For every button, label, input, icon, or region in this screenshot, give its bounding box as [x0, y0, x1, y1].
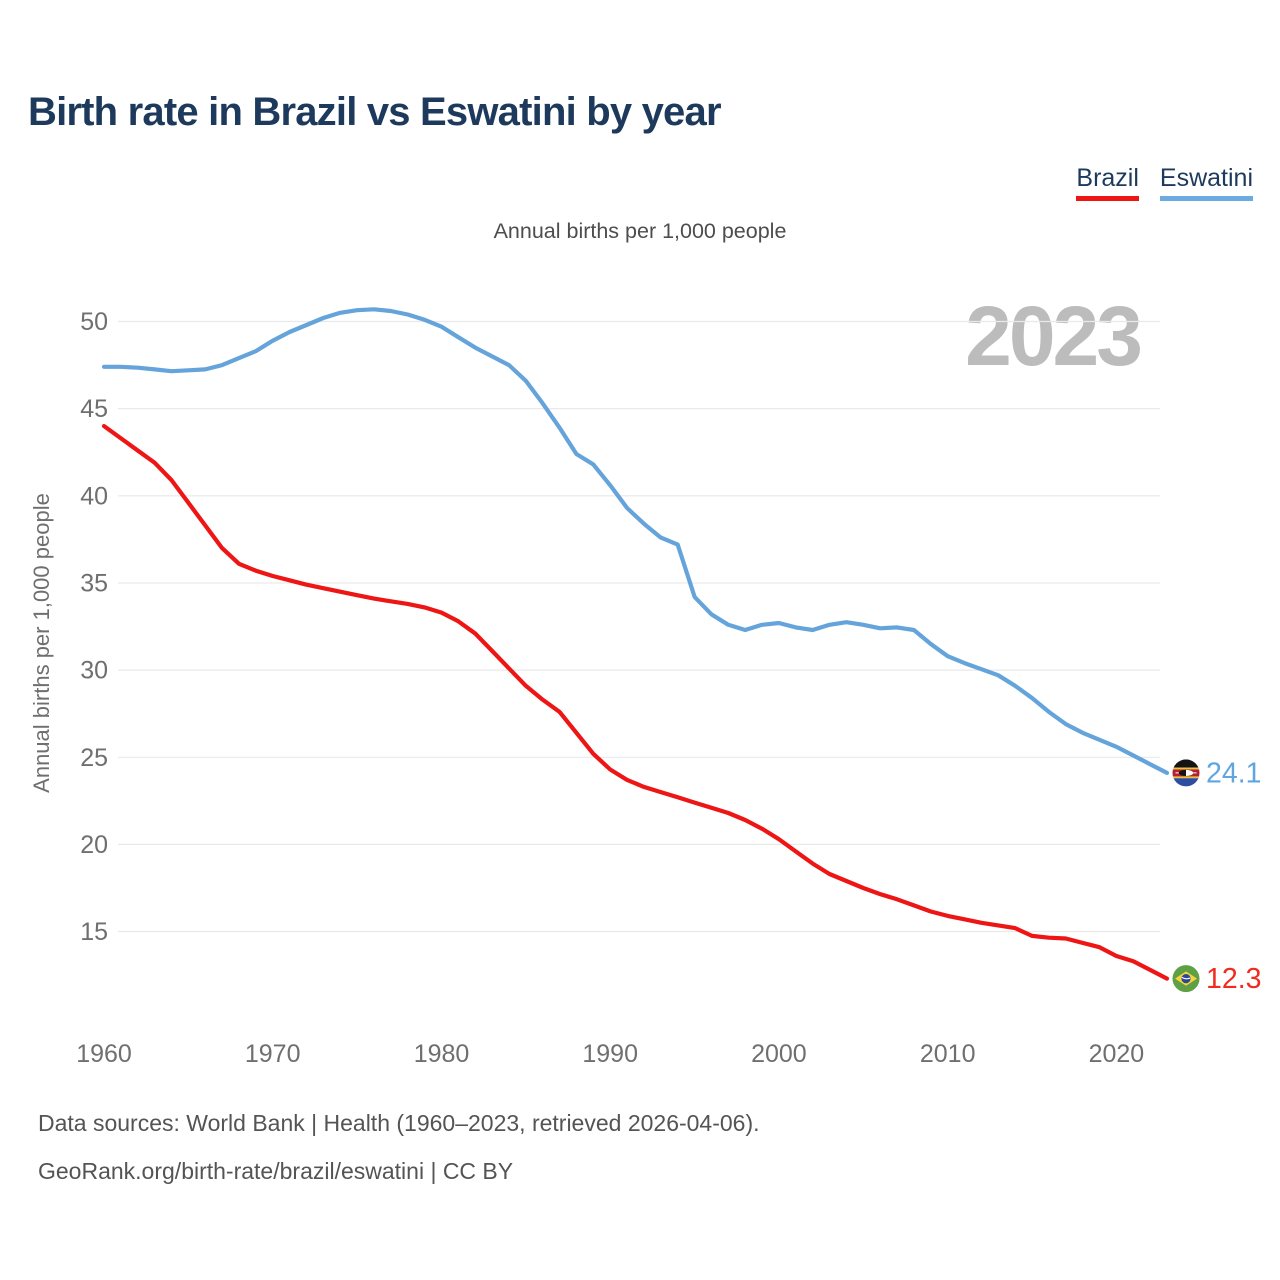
series-line-brazil — [101, 424, 1170, 981]
x-tick-label: 2000 — [751, 1040, 807, 1068]
y-tick-label: 25 — [80, 744, 108, 772]
y-tick-label: 35 — [80, 570, 108, 598]
chart-subtitle: Annual births per 1,000 people — [493, 219, 787, 243]
brazil-flag-icon — [1172, 965, 1200, 993]
footer: Data sources: World Bank | Health (1960–… — [38, 1110, 760, 1206]
y-tick-label: 30 — [80, 657, 108, 685]
footer-source-line: Data sources: World Bank | Health (1960–… — [38, 1110, 760, 1136]
legend: Brazil Eswatini — [1076, 164, 1253, 201]
legend-item-brazil[interactable]: Brazil — [1076, 164, 1139, 201]
y-tick-label: 15 — [80, 918, 108, 946]
series-line-eswatini — [101, 307, 1170, 776]
legend-item-label: Eswatini — [1159, 164, 1253, 192]
x-tick-label: 1980 — [414, 1040, 470, 1068]
legend-item-eswatini[interactable]: Eswatini — [1159, 164, 1253, 201]
legend-underline — [1076, 196, 1139, 201]
end-value-label-brazil: 12.3 — [1206, 963, 1261, 995]
y-tick-label: 20 — [80, 831, 108, 859]
legend-underline — [1159, 196, 1253, 201]
y-tick-label: 50 — [80, 308, 108, 336]
x-tick-label: 1990 — [582, 1040, 638, 1068]
legend-item-label: Brazil — [1076, 164, 1139, 192]
x-tick-label: 2020 — [1089, 1040, 1145, 1068]
x-tick-label: 2010 — [920, 1040, 976, 1068]
x-tick-label: 1960 — [76, 1040, 132, 1068]
x-tick-label: 1970 — [245, 1040, 301, 1068]
end-value-label-eswatini: 24.1 — [1206, 757, 1261, 789]
footer-url-line: GeoRank.org/birth-rate/brazil/eswatini |… — [38, 1158, 514, 1184]
y-tick-label: 45 — [80, 395, 108, 423]
page-title: Birth rate in Brazil vs Eswatini by year — [28, 90, 722, 134]
watermark-year: 2023 — [965, 289, 1143, 383]
y-tick-label: 40 — [80, 482, 108, 510]
eswatini-flag-icon — [1172, 759, 1200, 787]
